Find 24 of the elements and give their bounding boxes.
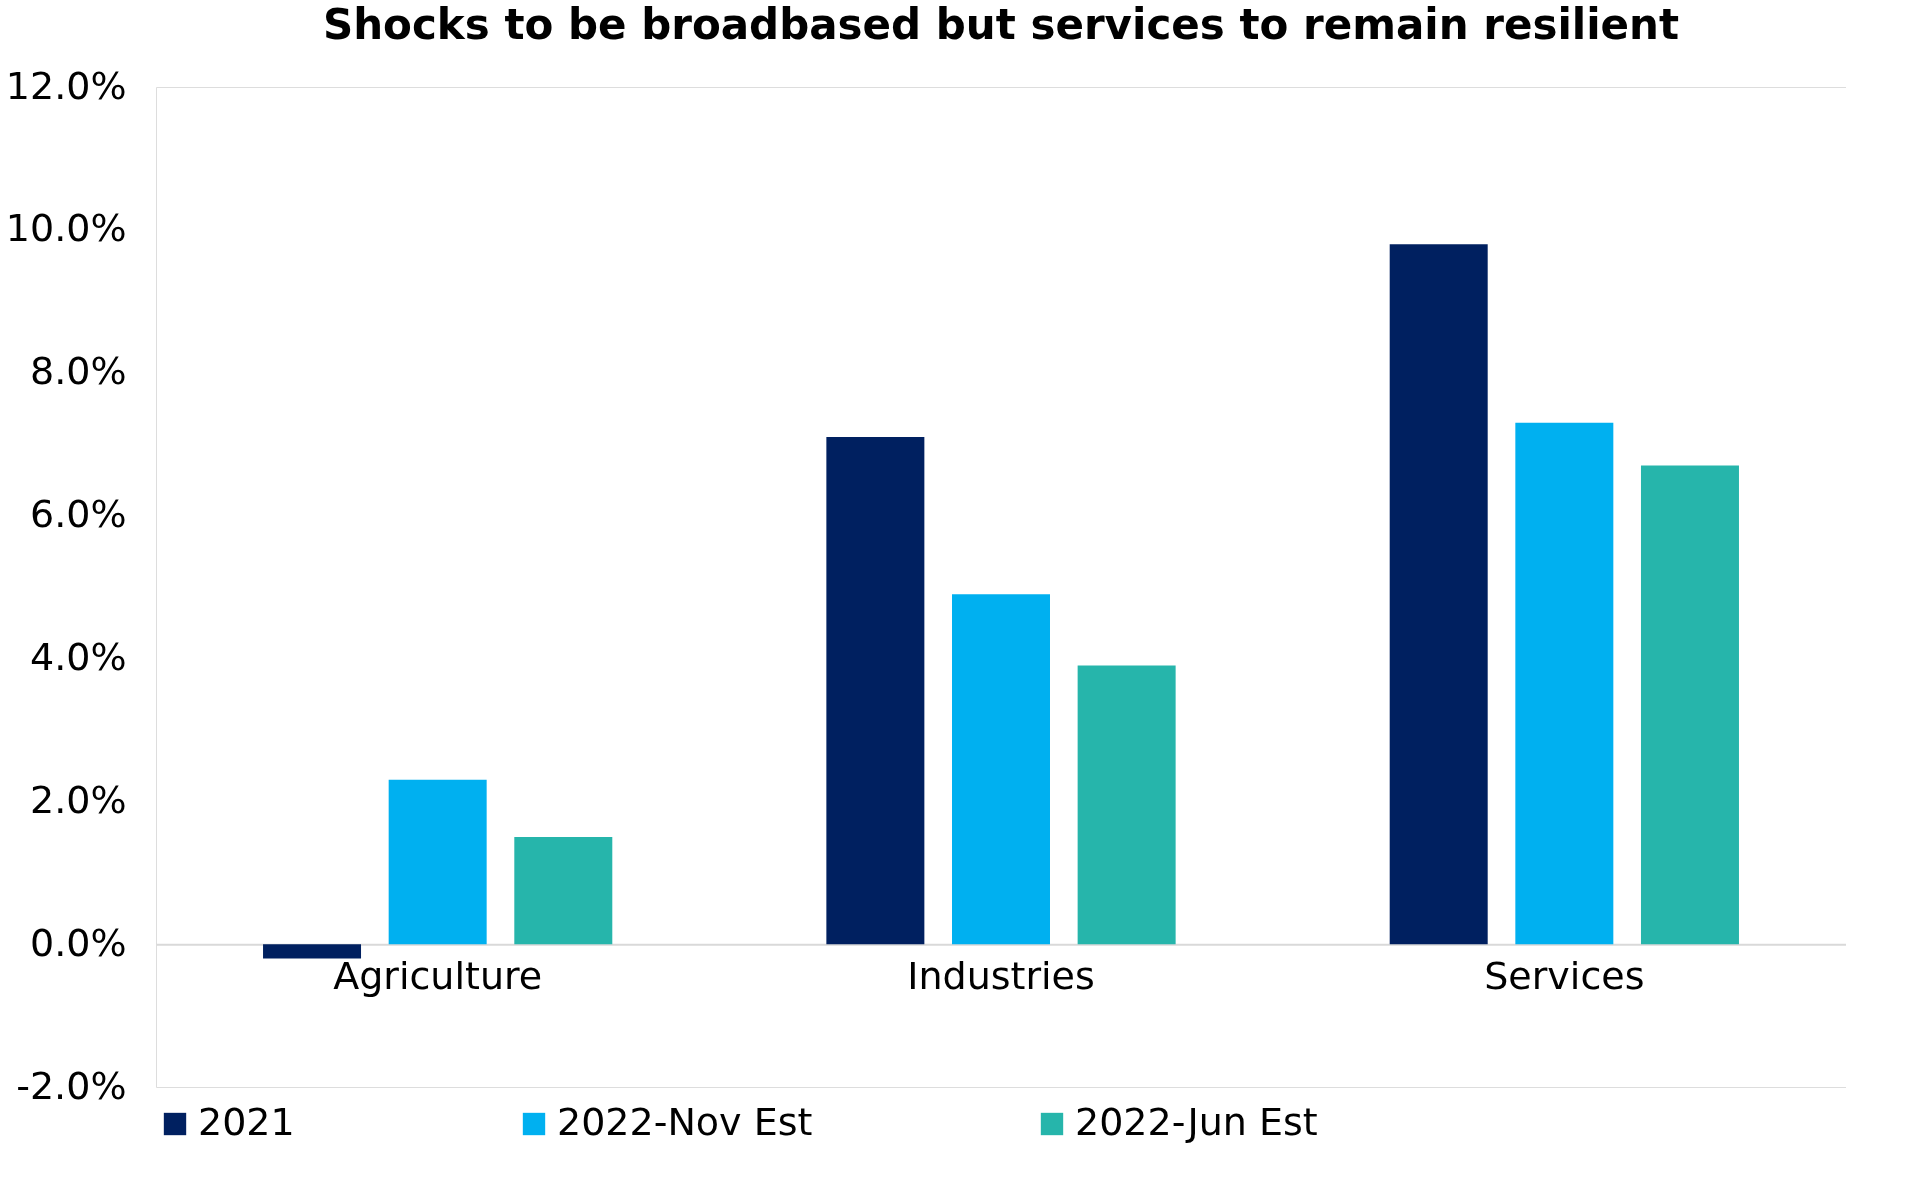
chart-title: Shocks to be broadbased but services to remain resilient [322,0,1680,49]
y-tick-label: 6.0% [29,492,127,537]
y-tick-label: 8.0% [29,349,127,394]
x-tick-label: Services [1484,953,1645,998]
bar [1077,665,1176,945]
bar [388,779,487,945]
bar [1640,465,1739,945]
legend-label: 2021 [198,1100,295,1144]
y-tick-label: 4.0% [29,634,127,679]
x-tick-label: Agriculture [333,953,543,998]
legend-label: 2022-Nov Est [557,1100,813,1144]
x-tick-label: Industries [907,953,1095,998]
bar [952,594,1050,945]
y-tick-label: 10.0% [5,206,127,251]
bar [514,837,613,945]
bar [826,437,925,945]
y-tick-label: -2.0% [16,1063,127,1108]
y-tick-label: 12.0% [5,63,127,108]
legend-label: 2022-Jun Est [1075,1100,1318,1144]
y-tick-label: 2.0% [29,777,127,822]
bar [263,944,362,959]
bar [1515,422,1614,945]
bar [1389,244,1488,945]
y-tick-label: 0.0% [29,920,127,965]
